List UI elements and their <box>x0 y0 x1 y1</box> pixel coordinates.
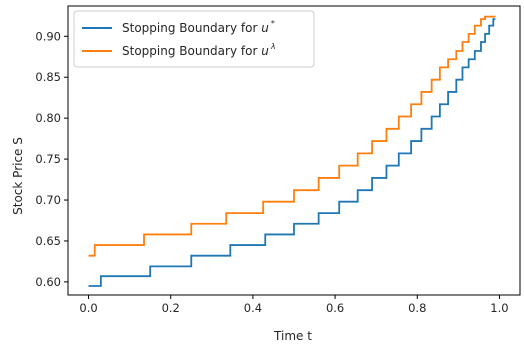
y-tick-label: 0.90 <box>35 29 61 43</box>
legend: Stopping Boundary for u * Stopping Boundar… <box>73 10 315 68</box>
x-tick-label: 0.8 <box>408 301 426 315</box>
plot-area <box>67 5 521 296</box>
x-tick-label: 0.2 <box>162 301 180 315</box>
legend-box <box>73 10 315 68</box>
x-axis: 0.0 0.2 0.4 0.6 0.8 1.0 <box>79 295 509 315</box>
x-tick-label: 1.0 <box>490 301 508 315</box>
y-tick-label: 0.85 <box>35 70 61 84</box>
y-tick-label: 0.60 <box>35 275 61 289</box>
plot-frame <box>67 5 521 296</box>
y-tick-label: 0.65 <box>35 234 61 248</box>
legend-label-1: Stopping Boundary for u * <box>122 19 275 35</box>
series-line-2 <box>88 15 496 257</box>
x-tick-label: 0.0 <box>79 301 97 315</box>
y-tick-label: 0.70 <box>35 193 61 207</box>
series-line-1 <box>88 18 496 287</box>
y-axis-label: Stock Price S <box>11 137 25 215</box>
y-axis: 0.60 0.65 0.70 0.75 0.80 0.85 0.90 <box>35 29 68 289</box>
y-tick-label: 0.75 <box>35 152 61 166</box>
x-axis-label: Time t <box>273 329 312 343</box>
x-tick-label: 0.6 <box>326 301 344 315</box>
x-tick-label: 0.4 <box>244 301 262 315</box>
y-tick-label: 0.80 <box>35 111 61 125</box>
